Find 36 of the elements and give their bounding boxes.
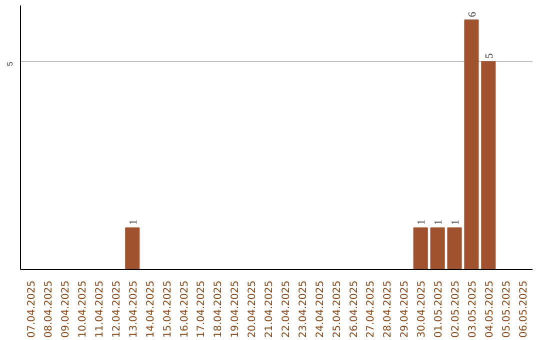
x-tick-label: 02.05.2025 bbox=[450, 280, 462, 338]
x-tick-label: 13.04.2025 bbox=[128, 280, 140, 338]
x-tick-label: 06.05.2025 bbox=[518, 280, 530, 338]
x-tick-label: 18.04.2025 bbox=[213, 280, 224, 338]
x-tick-label: 03.05.2025 bbox=[467, 280, 478, 338]
x-tick-label: 26.04.2025 bbox=[348, 280, 360, 338]
x-tick-label: 16.04.2025 bbox=[179, 280, 190, 338]
data-label: 1 bbox=[416, 220, 428, 225]
x-tick-label: 11.04.2025 bbox=[94, 280, 106, 338]
x-tick-label: 07.04.2025 bbox=[26, 280, 38, 338]
x-tick-label: 28.04.2025 bbox=[382, 280, 394, 338]
x-tick-label: 15.04.2025 bbox=[162, 280, 174, 338]
x-tick-label: 14.04.2025 bbox=[145, 280, 156, 338]
data-label: 1 bbox=[128, 220, 140, 225]
data-label: 6 bbox=[467, 11, 478, 18]
x-tick-label: 24.04.2025 bbox=[314, 280, 326, 338]
data-label: 5 bbox=[484, 53, 496, 59]
x-tick-label: 17.04.2025 bbox=[196, 280, 208, 338]
x-tick-label: 12.04.2025 bbox=[111, 280, 122, 338]
x-tick-label: 10.04.2025 bbox=[78, 280, 89, 338]
x-tick-label: 27.04.2025 bbox=[366, 280, 377, 338]
x-tick-label: 08.04.2025 bbox=[44, 280, 55, 338]
x-tick-label: 04.05.2025 bbox=[484, 280, 496, 338]
x-tick-label: 19.04.2025 bbox=[230, 280, 242, 338]
x-tick-label: 20.04.2025 bbox=[247, 280, 258, 338]
x-tick-label: 22.04.2025 bbox=[280, 280, 292, 338]
x-tick-label: 21.04.2025 bbox=[264, 280, 276, 338]
x-tick-label: 29.04.2025 bbox=[400, 280, 411, 338]
x-tick-label: 25.04.2025 bbox=[332, 280, 343, 338]
x-tick-label: 30.04.2025 bbox=[416, 280, 428, 338]
x-tick-label: 09.04.2025 bbox=[60, 280, 72, 338]
data-label: 1 bbox=[434, 220, 445, 225]
data-label: 1 bbox=[450, 220, 462, 225]
x-tick-label: 23.04.2025 bbox=[298, 280, 309, 338]
x-tick-label: 01.05.2025 bbox=[434, 280, 445, 338]
x-tick-label: 05.05.2025 bbox=[501, 280, 512, 338]
